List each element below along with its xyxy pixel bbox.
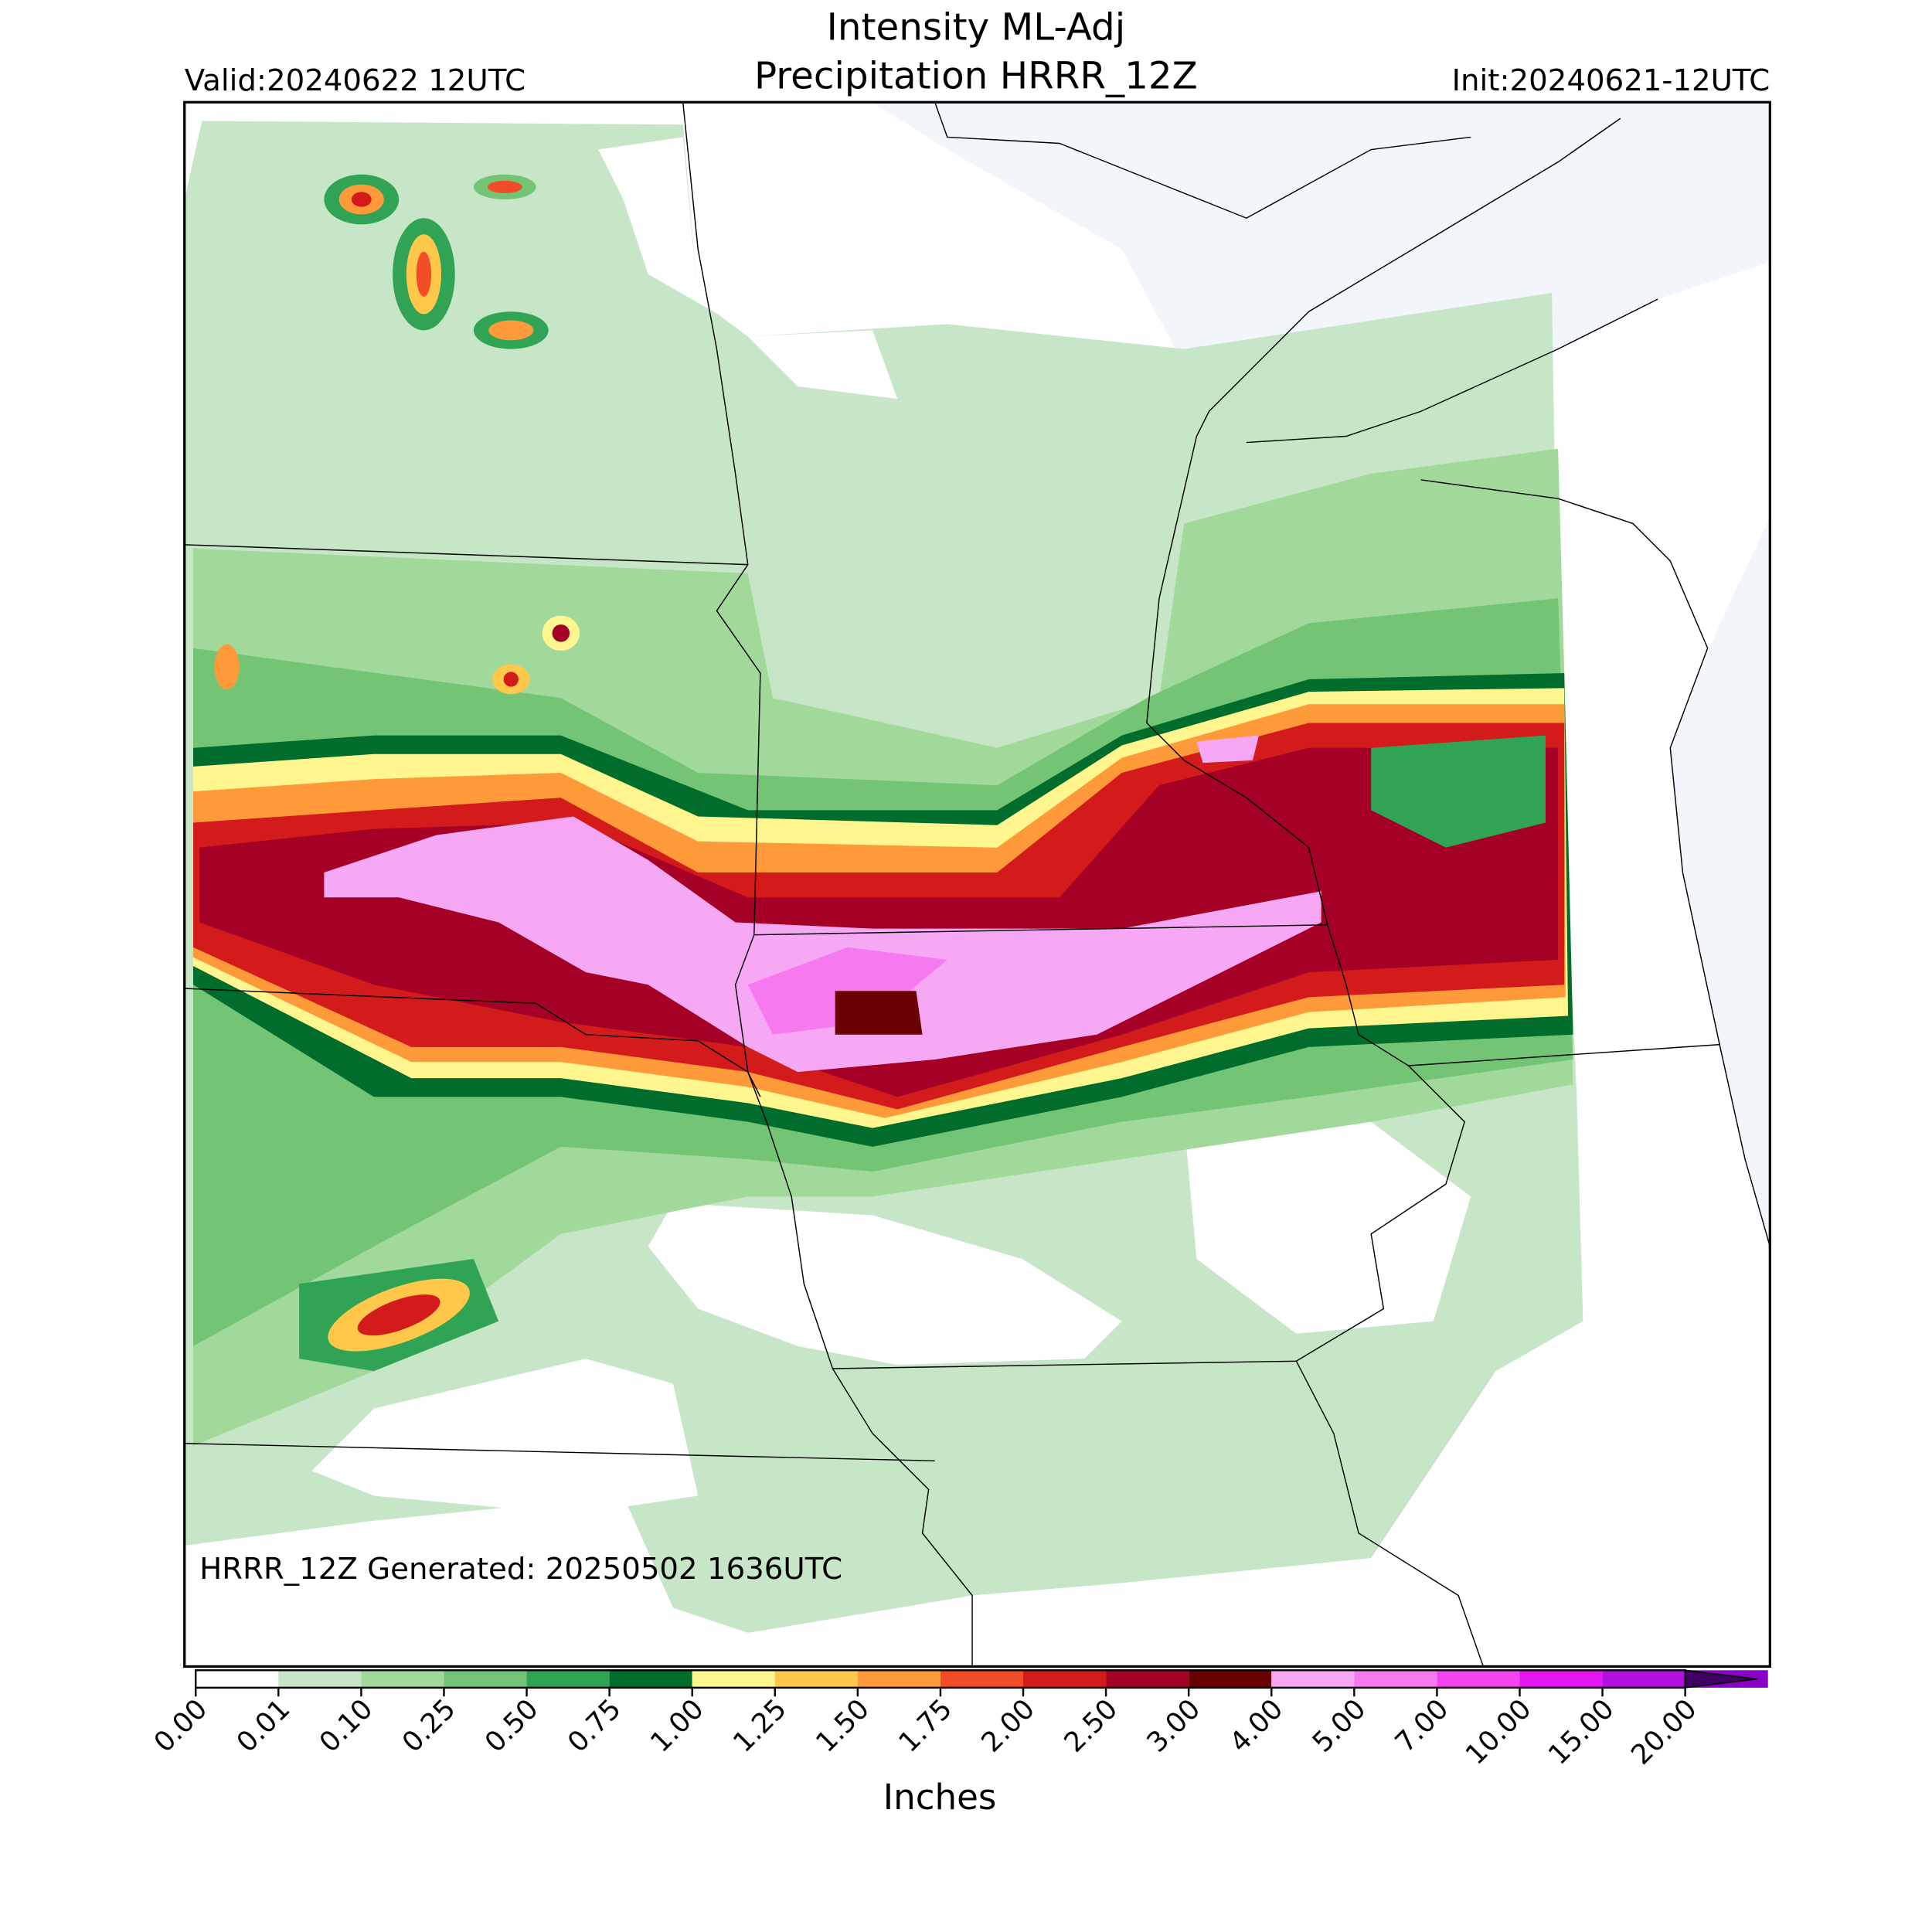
dry-area (1184, 1121, 1471, 1334)
valid-time: Valid:20240622 12UTC (185, 63, 526, 98)
tick-label: 0.10 (314, 1693, 379, 1759)
colorbar-bin (1437, 1670, 1520, 1688)
colorbar-bin (1023, 1670, 1107, 1688)
storm-cells (214, 174, 580, 1352)
colorbar-bin (1602, 1670, 1685, 1688)
colorbar-bin (857, 1670, 940, 1688)
tick-label: 1.75 (893, 1693, 958, 1759)
colorbar-bin (1189, 1670, 1272, 1688)
borders (184, 102, 1770, 1667)
colorbar-bin (774, 1670, 858, 1688)
title-line1: Intensity ML-Adj (827, 6, 1126, 49)
precip-core (1196, 735, 1260, 764)
map: HRRR_12Z Generated: 20250502 1636UTC (184, 102, 1770, 1667)
colorbar-bin (526, 1670, 610, 1688)
colorbar-bin (361, 1670, 444, 1688)
colorbar-bin (1519, 1670, 1603, 1688)
tick-label: 2.00 (975, 1693, 1041, 1759)
dry-area (311, 1359, 699, 1515)
lake-michigan (1670, 517, 1770, 1247)
tick-label: 1.00 (645, 1693, 710, 1759)
colorbar-bin (444, 1670, 527, 1688)
tick-label: 0.75 (562, 1693, 628, 1759)
tick-label: 20.00 (1625, 1693, 1703, 1771)
precip-area (1371, 735, 1546, 848)
footer: HRRR_12Z Generated: 20250502 1636UTC (199, 1552, 842, 1587)
colorbar-bin (1354, 1670, 1437, 1688)
colorbar-label: Inches (883, 1777, 997, 1818)
precip-core (324, 816, 1321, 1073)
map-frame (183, 100, 1771, 1668)
tick-label: 0.00 (148, 1693, 213, 1759)
colorbar-bin (609, 1670, 692, 1688)
tick-label: 15.00 (1543, 1693, 1621, 1771)
tick-label: 3.00 (1141, 1693, 1206, 1759)
colorbar-bin (278, 1670, 362, 1688)
dry-area (648, 1202, 1122, 1366)
colorbar-frame (195, 1669, 1686, 1689)
colorbar-bin (196, 1670, 279, 1688)
colorbar-bin (1271, 1670, 1355, 1688)
tick-label: 7.00 (1389, 1693, 1455, 1759)
water (872, 102, 1770, 443)
tick-label: 0.25 (396, 1693, 462, 1759)
tick-label: 1.25 (727, 1693, 793, 1759)
tick-label: 2.50 (1058, 1693, 1124, 1759)
title-line2: Precipitation HRRR_12Z (754, 55, 1198, 98)
colorbar: 0.00 0.01 0.10 0.25 0.50 0.75 1.00 1.25 1.50 1.75… (148, 1669, 1768, 1771)
tick-label: 10.00 (1460, 1693, 1538, 1771)
colorbar-bin (1106, 1670, 1189, 1688)
colorbar-bin (692, 1670, 775, 1688)
dry-area (598, 137, 898, 400)
tick-label: 4.00 (1224, 1693, 1290, 1759)
tick-label: 0.01 (231, 1693, 297, 1759)
tick-label: 0.50 (479, 1693, 545, 1759)
tick-label: 1.50 (810, 1693, 876, 1759)
precip-core (835, 991, 923, 1035)
colorbar-bin (940, 1670, 1024, 1688)
tick-label: 5.00 (1307, 1693, 1372, 1759)
init-time: Init:20240621-12UTC (1452, 63, 1770, 98)
